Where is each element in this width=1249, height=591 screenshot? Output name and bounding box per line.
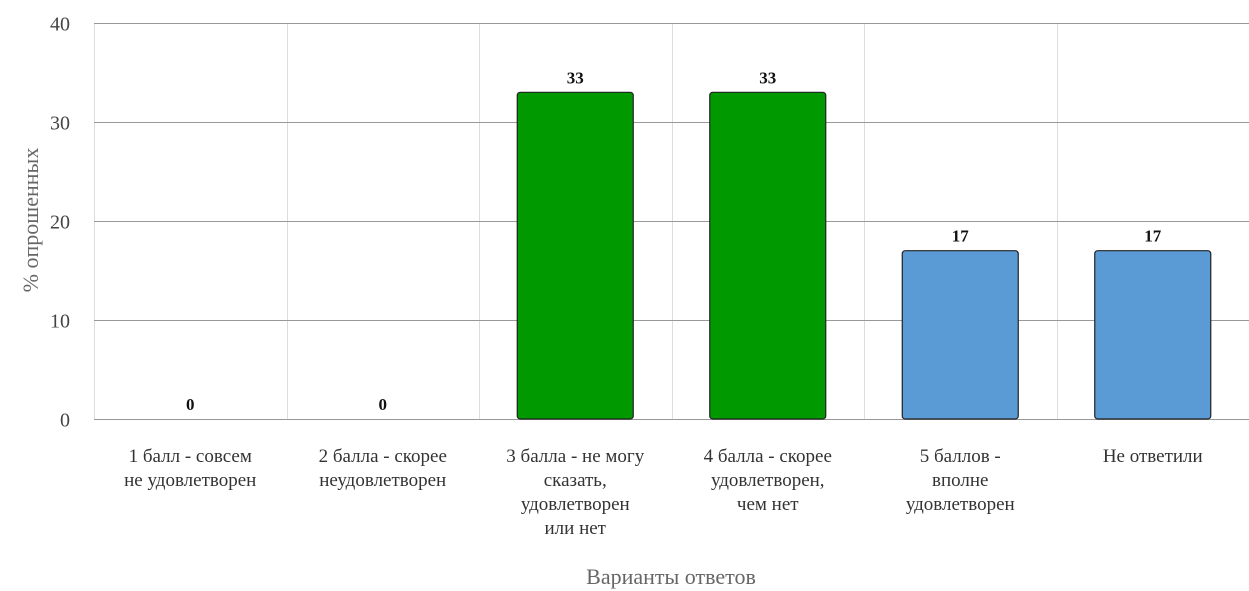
x-tick-label-line: чем нет (737, 494, 799, 515)
x-tick-label-line: 4 балла - скорее (704, 446, 832, 467)
data-label: 17 (1144, 227, 1162, 246)
x-axis-categories: 1 балл - совсем не удовлетворен 2 балла - … (124, 446, 1203, 539)
y-axis-ticks: 0 10 20 30 40 (50, 14, 70, 432)
data-label: 33 (759, 68, 776, 87)
x-tick-label-line: неудовлетворен (319, 470, 446, 491)
y-tick-label: 20 (50, 212, 70, 234)
bar (901, 250, 1019, 420)
x-tick-label-line: сказать, (544, 470, 607, 491)
x-tick-label: 5 баллов - вполне удовлетворен (906, 446, 1015, 515)
x-tick-label-line: удовлетворен (521, 494, 630, 515)
data-label: 0 (379, 395, 388, 414)
x-tick-label-line: 1 балл - совсем (129, 446, 252, 467)
y-tick-label: 0 (60, 410, 70, 432)
bar (709, 91, 827, 420)
bar (516, 91, 634, 420)
grid (94, 23, 1249, 420)
data-label: 0 (186, 395, 195, 414)
x-axis-title: Варианты ответов (586, 564, 756, 589)
x-tick-label-line: вполне (932, 470, 988, 491)
x-tick-label-line: или нет (545, 518, 607, 539)
x-tick-label-line: 2 балла - скорее (319, 446, 447, 467)
data-labels: 0 0 33 33 17 17 (186, 68, 1162, 414)
data-label: 33 (567, 68, 584, 87)
x-tick-label-line: Не ответили (1103, 446, 1203, 467)
data-label: 17 (952, 227, 970, 246)
x-tick-label: 2 балла - скорее неудовлетворен (319, 446, 447, 491)
x-tick-label: 1 балл - совсем не удовлетворен (124, 446, 256, 491)
y-tick-label: 30 (50, 113, 70, 135)
x-tick-label-line: удовлетворен (906, 494, 1015, 515)
x-tick-label: 3 балла - не могу сказать, удовлетворен или… (506, 446, 644, 539)
x-tick-label-line: удовлетворен, (711, 470, 825, 491)
bars (516, 91, 1212, 420)
x-tick-label-line: 5 баллов - (920, 446, 1001, 467)
y-tick-label: 40 (50, 14, 70, 36)
bar (1094, 250, 1212, 420)
y-axis-title: % опрошенных (18, 148, 43, 293)
x-tick-label: 4 балла - скорее удовлетворен, чем нет (704, 446, 832, 515)
x-tick-label-line: 3 балла - не могу (506, 446, 644, 467)
x-tick-label: Не ответили (1103, 446, 1203, 467)
x-tick-label-line: не удовлетворен (124, 470, 256, 491)
y-tick-label: 10 (50, 311, 70, 333)
